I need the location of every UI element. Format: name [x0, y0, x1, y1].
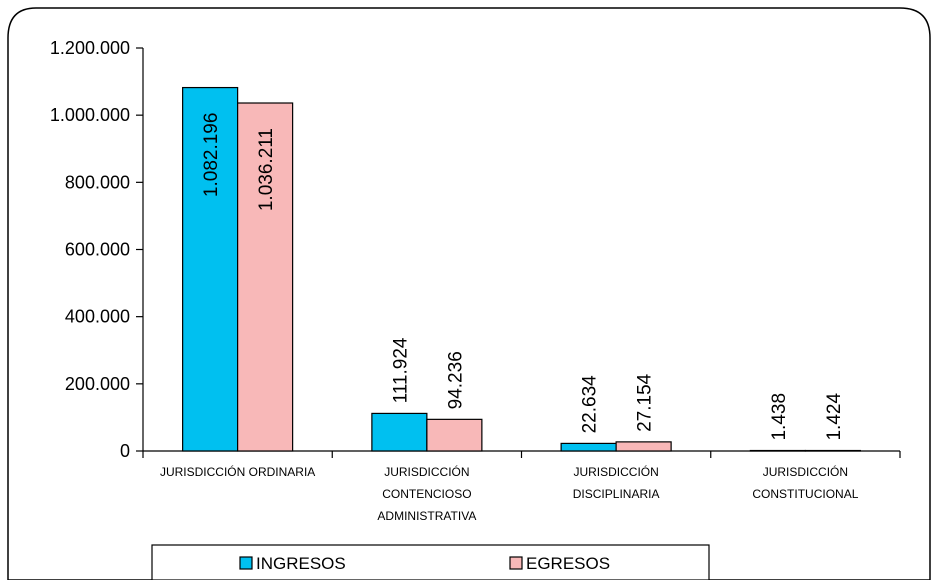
bar-ingresos: [560, 442, 617, 452]
data-label: 94.236: [445, 351, 466, 409]
x-category-label: JURISDICCIÓN ORDINARIA: [160, 464, 315, 479]
bar-ingresos: [182, 86, 239, 452]
data-label: 1.082.196: [201, 113, 222, 198]
legend-box: [151, 544, 710, 580]
x-category-label: JURISDICCIÓN: [763, 464, 848, 479]
data-label: 27.154: [635, 373, 656, 432]
bar-egresos: [615, 441, 672, 452]
bar-ingresos: [371, 412, 428, 452]
legend-swatch-egresos: [509, 556, 523, 570]
x-category-label: DISCIPLINARIA: [573, 487, 660, 501]
bar-egresos: [426, 418, 483, 452]
x-category-label: JURISDICCIÓN: [573, 464, 658, 479]
x-category-label: ADMINISTRATIVA: [377, 509, 476, 523]
legend-swatch-ingresos: [239, 556, 253, 570]
x-category-label: JURISDICCIÓN: [384, 464, 469, 479]
y-tick-label: 600.000: [65, 240, 130, 260]
y-tick-label: 800.000: [65, 172, 130, 192]
legend-label: INGRESOS: [256, 554, 346, 573]
legend: INGRESOS EGRESOS: [151, 544, 710, 580]
y-tick-label: 200.000: [65, 374, 130, 394]
x-category-label: CONTENCIOSO: [382, 487, 471, 501]
x-category-label: CONSTITUCIONAL: [752, 487, 858, 501]
bar-egresos: [237, 102, 294, 452]
y-tick-label: 0: [120, 441, 130, 461]
data-label: 1.424: [824, 393, 845, 441]
y-tick-label: 1.200.000: [50, 38, 130, 58]
data-label: 1.036.211: [256, 128, 277, 211]
plot-area: 0 200.000 400.000 600.000 800.000 1.000.000 1.…: [50, 38, 901, 523]
legend-label: EGRESOS: [526, 554, 610, 573]
data-label: 1.438: [769, 393, 790, 441]
data-label: 22.634: [580, 375, 601, 434]
y-tick-label: 400.000: [65, 307, 130, 327]
y-tick-label: 1.000.000: [50, 105, 130, 125]
data-label: 111.924: [390, 337, 411, 403]
